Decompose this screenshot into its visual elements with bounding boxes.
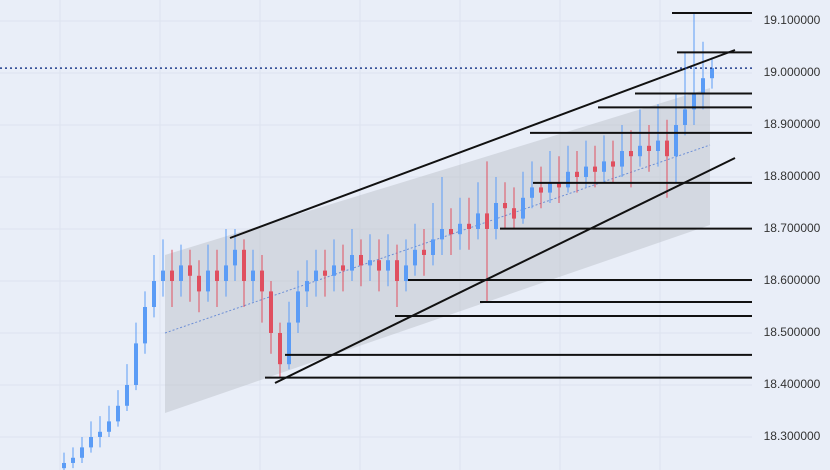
candle-body <box>575 171 579 177</box>
candle-body <box>377 260 381 271</box>
candle-body <box>413 249 417 266</box>
candle-body <box>260 270 264 292</box>
candle-body <box>584 166 588 177</box>
candle-body <box>197 275 201 292</box>
y-tick-label: 18.400000 <box>764 377 821 391</box>
candle-body <box>638 145 642 157</box>
candle-body <box>341 265 345 271</box>
candle-body <box>350 254 354 271</box>
candle-body <box>512 208 516 219</box>
candle-body <box>179 265 183 281</box>
candle-body <box>206 270 210 292</box>
candle-body <box>503 202 507 209</box>
regression-mid <box>164 144 711 334</box>
candle-body <box>602 161 606 172</box>
candle-body <box>422 249 426 255</box>
candle-body <box>458 223 462 235</box>
y-tick-label: 19.000000 <box>764 65 821 79</box>
candle-body <box>269 291 273 333</box>
candle-body <box>188 265 192 276</box>
candle-body <box>125 384 129 406</box>
candle-body <box>368 260 372 266</box>
candle-body <box>134 343 138 385</box>
candle-body <box>332 265 336 276</box>
candle-body <box>404 265 408 281</box>
candle-body <box>665 140 669 157</box>
candle-body <box>224 265 228 281</box>
candle-body <box>170 270 174 281</box>
candle-body <box>143 306 147 344</box>
candle-body <box>359 254 363 266</box>
y-tick-label: 18.700000 <box>764 221 821 235</box>
candle-body <box>161 270 165 281</box>
candle-body <box>440 228 444 240</box>
y-tick-label: 19.100000 <box>764 13 821 27</box>
candle-body <box>278 332 282 365</box>
candle-body <box>215 270 219 281</box>
candle-body <box>323 270 327 276</box>
candle-body <box>674 125 678 157</box>
candle-body <box>296 291 300 323</box>
candle-body <box>107 421 111 432</box>
channel-lower <box>274 157 736 384</box>
candle-body <box>251 270 255 281</box>
y-tick-label: 18.600000 <box>764 273 821 287</box>
price-axis: 18.300000 18.400000 18.500000 18.600000 18.7… <box>752 0 830 470</box>
candle-body <box>557 182 561 188</box>
candle-body <box>620 150 624 167</box>
y-tick-label: 18.300000 <box>764 429 821 443</box>
candle-body <box>629 150 633 157</box>
candle-body <box>71 457 75 463</box>
candle-body <box>548 182 552 193</box>
candle-body <box>305 280 309 292</box>
candle-body <box>98 431 102 437</box>
candle-body <box>314 270 318 281</box>
candle-body <box>449 228 453 235</box>
regression-band <box>165 88 710 413</box>
candles <box>62 12 714 470</box>
candle-body <box>242 249 246 281</box>
candle-body <box>62 462 66 469</box>
candle-body <box>116 405 120 422</box>
candle-body <box>89 436 93 448</box>
candle-body <box>467 223 471 229</box>
candle-body <box>395 260 399 281</box>
candle-body <box>530 187 534 198</box>
candle-body <box>233 249 237 266</box>
candle-body <box>494 202 498 229</box>
candle-body <box>521 197 525 219</box>
candle-body <box>566 171 570 188</box>
candle-body <box>476 213 480 229</box>
candle-body <box>683 109 687 126</box>
candle-body <box>287 322 291 365</box>
candle-body <box>701 78 705 94</box>
y-tick-label: 18.900000 <box>764 117 821 131</box>
y-tick-label: 18.500000 <box>764 325 821 339</box>
candle-body <box>152 280 156 307</box>
candle-body <box>431 239 435 255</box>
y-tick-label: 18.800000 <box>764 169 821 183</box>
candle-body <box>710 68 714 79</box>
candle-body <box>386 260 390 271</box>
axis-bg <box>752 0 830 470</box>
candle-body <box>611 161 615 167</box>
candle-body <box>593 166 597 172</box>
candle-body <box>647 145 651 151</box>
candle-body <box>539 187 543 193</box>
candle-body <box>80 447 84 458</box>
channel-upper <box>229 49 736 239</box>
candle-body <box>692 93 696 110</box>
candle-body <box>656 140 660 151</box>
candle-body <box>485 213 489 229</box>
